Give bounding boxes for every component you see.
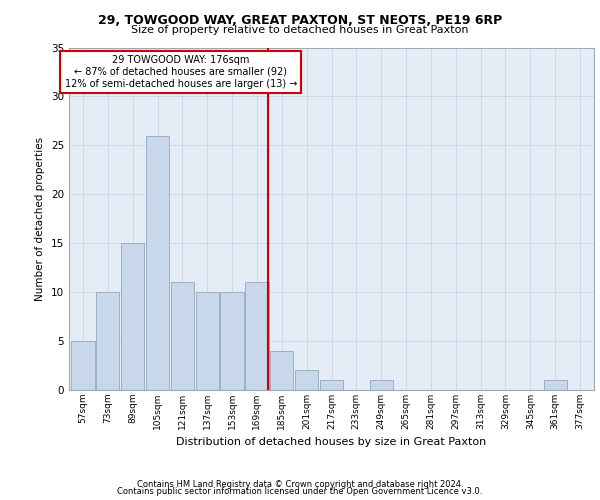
Bar xyxy=(370,380,393,390)
Text: Contains HM Land Registry data © Crown copyright and database right 2024.: Contains HM Land Registry data © Crown c… xyxy=(137,480,463,489)
Bar xyxy=(544,380,567,390)
Text: 29 TOWGOOD WAY: 176sqm
← 87% of detached houses are smaller (92)
12% of semi-det: 29 TOWGOOD WAY: 176sqm ← 87% of detached… xyxy=(65,56,297,88)
Bar xyxy=(220,292,244,390)
Bar xyxy=(96,292,119,390)
Bar xyxy=(71,341,95,390)
Bar xyxy=(245,282,269,390)
Bar xyxy=(320,380,343,390)
Bar xyxy=(171,282,194,390)
Text: Contains public sector information licensed under the Open Government Licence v3: Contains public sector information licen… xyxy=(118,487,482,496)
Bar xyxy=(295,370,318,390)
Bar xyxy=(196,292,219,390)
Y-axis label: Number of detached properties: Number of detached properties xyxy=(35,136,46,301)
Bar xyxy=(121,243,145,390)
Bar xyxy=(270,351,293,390)
X-axis label: Distribution of detached houses by size in Great Paxton: Distribution of detached houses by size … xyxy=(176,438,487,448)
Text: 29, TOWGOOD WAY, GREAT PAXTON, ST NEOTS, PE19 6RP: 29, TOWGOOD WAY, GREAT PAXTON, ST NEOTS,… xyxy=(98,14,502,27)
Bar xyxy=(146,136,169,390)
Text: Size of property relative to detached houses in Great Paxton: Size of property relative to detached ho… xyxy=(131,25,469,35)
